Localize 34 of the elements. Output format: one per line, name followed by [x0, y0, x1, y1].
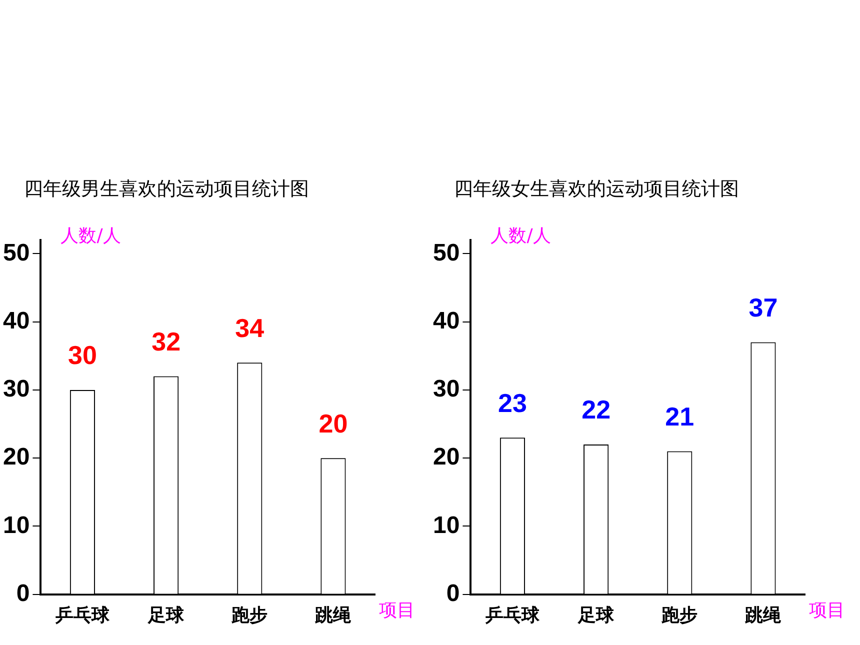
data-label: 32 — [152, 326, 181, 356]
x-tick-label: 跑步 — [660, 605, 698, 626]
data-label: 34 — [235, 312, 265, 343]
x-tick-label: 乒乓球 — [484, 605, 540, 626]
chart-title: 四年级男生喜欢的运动项目统计图 — [24, 177, 309, 202]
y-tick-label: 10 — [2, 512, 30, 539]
x-axis-title: 项目 — [379, 600, 415, 622]
y-tick-label: 20 — [2, 444, 30, 471]
x-tick-label: 跑步 — [230, 605, 268, 626]
y-axis-title: 人数/人 — [490, 226, 551, 247]
data-label: 22 — [582, 394, 611, 425]
y-tick-label: 0 — [16, 580, 30, 608]
y-tick-label: 50 — [2, 239, 30, 266]
y-tick-label: 0 — [446, 580, 460, 608]
data-label: 23 — [498, 388, 527, 418]
x-tick-label: 跳绳 — [314, 605, 352, 626]
x-tick-label: 足球 — [147, 605, 186, 626]
y-tick-label: 20 — [432, 444, 460, 471]
x-tick-label: 足球 — [577, 605, 616, 626]
y-tick-label: 10 — [432, 512, 460, 539]
data-label: 37 — [748, 292, 778, 322]
x-tick-label: 乒乓球 — [54, 605, 110, 626]
x-tick-label: 跳绳 — [744, 605, 782, 626]
chart-title: 四年级女生喜欢的运动项目统计图 — [454, 177, 739, 202]
data-label: 21 — [665, 401, 694, 432]
y-tick-label: 30 — [2, 376, 30, 403]
data-label: 30 — [68, 340, 97, 370]
y-tick-label: 30 — [432, 376, 460, 403]
x-axis-title: 项目 — [809, 600, 845, 622]
data-label: 20 — [318, 408, 348, 438]
y-tick-label: 40 — [2, 307, 30, 334]
y-axis-title: 人数/人 — [60, 226, 121, 247]
y-tick-label: 40 — [432, 307, 460, 334]
y-tick-label: 50 — [432, 239, 460, 266]
